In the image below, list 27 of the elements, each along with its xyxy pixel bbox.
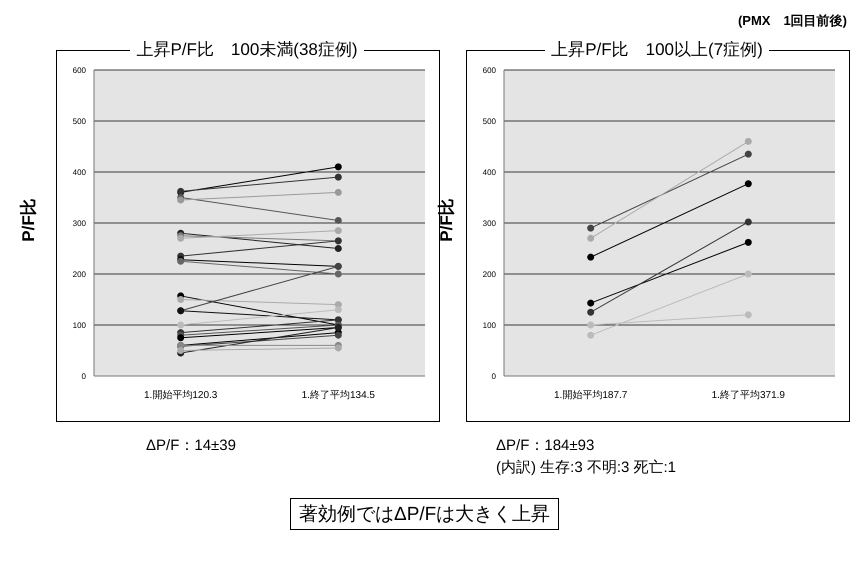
text: ΔP/F：14±39: [146, 436, 236, 455]
y-axis-title: P/F比: [436, 198, 456, 242]
y-axis-title: P/F比: [18, 198, 38, 242]
x-tick-label: 1.開始平均187.7: [554, 389, 628, 401]
y-tick-label: 200: [72, 270, 87, 279]
y-tick-label: 500: [482, 116, 497, 126]
y-tick-label: 200: [482, 270, 497, 279]
x-tick-label: 1.開始平均120.3: [144, 389, 218, 401]
y-tick-label: 100: [482, 320, 497, 330]
y-tick-label: 600: [72, 66, 87, 75]
x-tick-label: 1.終了平均134.5: [302, 389, 376, 401]
y-tick-label: 0: [492, 372, 497, 381]
text: 著効例ではΔP/Fは大きく上昇: [290, 498, 560, 530]
y-tick-label: 100: [72, 320, 87, 330]
y-tick-label: 400: [72, 168, 87, 177]
chart-title: 上昇P/F比 100以上(7症例): [545, 40, 769, 59]
y-tick-label: 500: [72, 116, 87, 126]
y-tick-label: 0: [82, 372, 87, 381]
text: ΔP/F：184±93: [496, 436, 594, 455]
chart-title: 上昇P/F比 100未満(38症例): [130, 40, 364, 59]
y-tick-label: 300: [482, 218, 497, 228]
y-tick-label: 400: [482, 168, 497, 177]
text: (内訳) 生存:3 不明:3 死亡:1: [496, 458, 676, 477]
x-tick-label: 1.終了平均371.9: [712, 389, 786, 401]
y-tick-label: 600: [482, 66, 497, 75]
y-tick-label: 300: [72, 218, 87, 228]
text: (PMX 1回目前後): [738, 12, 847, 30]
